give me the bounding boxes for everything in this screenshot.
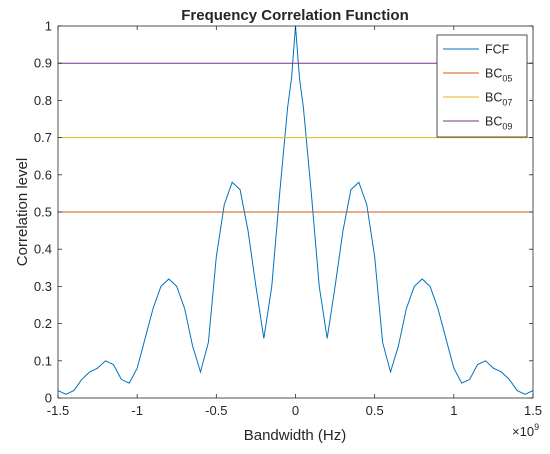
x-exponent-power: 9 [534,422,539,432]
legend-entry-name: BC [485,91,502,105]
y-tick-label: 0.9 [34,56,52,71]
y-tick-label: 0.3 [34,279,52,294]
y-tick-label: 0.1 [34,353,52,368]
y-tick-label: 0.5 [34,205,52,220]
legend-entry-name: BC [485,67,502,81]
legend-box [436,34,528,138]
y-tick-label: 0.8 [34,93,52,108]
legend-entry-subscript: 05 [502,74,512,84]
y-tick-label: 0 [45,391,52,406]
legend-entry-name: FCF [485,43,510,57]
y-tick-label: 0.6 [34,167,52,182]
legend-entry: BC05 [485,67,512,84]
legend-entry: BC09 [485,115,512,132]
x-tick-label: 0.5 [366,403,384,418]
legend-entry-subscript: 09 [502,122,512,132]
x-tick-label: -0.5 [205,403,227,418]
x-tick-label: 0 [292,403,299,418]
legend-entry: BC07 [485,91,512,108]
legend-entry: FCF [485,43,510,57]
x-tick-label: -1.5 [47,403,69,418]
y-tick-label: 0.4 [34,242,52,257]
x-exponent-base: ×10 [512,424,534,439]
x-tick-label: -1 [131,403,143,418]
y-tick-label: 0.7 [34,130,52,145]
y-tick-label: 0.2 [34,316,52,331]
chart-title: Frequency Correlation Function [181,7,409,24]
x-axis-label: Bandwidth (Hz) [244,427,347,444]
y-axis-label: Correlation level [14,158,31,266]
y-tick-label: 1 [45,19,52,34]
ticks-layer: -1.5 -1 -0.5 0 0.5 1 1.5 0 0.1 0.2 0.3 0.4 0.5 0.6 0.7… [34,19,542,419]
x-tick-label: 1 [450,403,457,418]
legend-entry-subscript: 07 [502,98,512,108]
x-exponent: ×109 [512,422,539,439]
x-tick-label: 1.5 [524,403,542,418]
legend-entry-name: BC [485,115,502,129]
